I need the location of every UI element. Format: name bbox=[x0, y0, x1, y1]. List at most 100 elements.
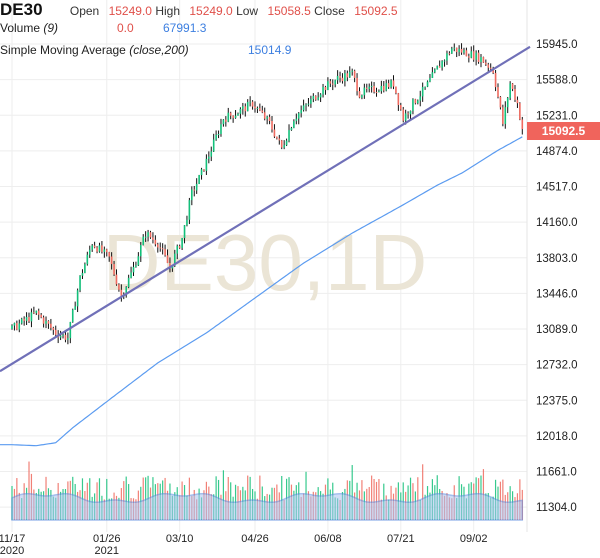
bar-body bbox=[358, 91, 361, 98]
bar-body bbox=[336, 75, 339, 81]
x-tick-label: 03/10 bbox=[166, 533, 194, 545]
bar-body bbox=[460, 48, 463, 53]
bar-body bbox=[144, 236, 147, 238]
bar-body bbox=[183, 225, 186, 239]
bar-body bbox=[142, 236, 145, 245]
bar-body bbox=[227, 112, 230, 122]
volume-legend: Volume (9) 0.0 67991.3 bbox=[0, 21, 206, 35]
bar-body bbox=[499, 96, 502, 108]
bar-body bbox=[225, 119, 227, 122]
y-tick-label: 12018.0 bbox=[536, 431, 578, 443]
watermark: DE30,1D bbox=[103, 218, 428, 307]
bar-body bbox=[370, 85, 373, 87]
bar-body bbox=[492, 68, 494, 73]
bar-body bbox=[373, 85, 375, 92]
bar-body bbox=[242, 106, 244, 109]
bar-body bbox=[74, 306, 76, 310]
bar-body bbox=[368, 86, 371, 90]
sma-param: (close,200) bbox=[129, 43, 189, 57]
open-label: Open bbox=[69, 4, 100, 18]
bar-body bbox=[118, 284, 120, 290]
bar-body bbox=[105, 249, 108, 253]
bar-body bbox=[356, 77, 358, 92]
bar-body bbox=[288, 130, 290, 141]
bar-body bbox=[465, 50, 468, 57]
bar-body bbox=[516, 99, 519, 104]
bar-body bbox=[239, 108, 242, 114]
bar-body bbox=[429, 78, 431, 82]
open-value: 15249.0 bbox=[108, 4, 152, 18]
bar-body bbox=[101, 245, 103, 252]
bar-body bbox=[42, 317, 45, 324]
bar-body bbox=[139, 244, 142, 257]
volume-ma-value: 67991.3 bbox=[163, 21, 207, 35]
bar-body bbox=[341, 77, 344, 82]
ohlc-legend: DE30 Open 15249.0 High 15249.0 Low 15058… bbox=[0, 0, 398, 20]
bar-body bbox=[50, 323, 52, 328]
bar-body bbox=[319, 94, 322, 98]
sma-legend: Simple Moving Average (close,200) 15014.… bbox=[0, 43, 291, 57]
bar-body bbox=[497, 87, 499, 97]
bar-body bbox=[489, 67, 492, 69]
bar-body bbox=[502, 107, 504, 124]
bar-body bbox=[268, 116, 271, 121]
bar-body bbox=[506, 97, 509, 108]
bar-body bbox=[237, 113, 239, 116]
bar-body bbox=[208, 156, 210, 159]
bar-body bbox=[300, 110, 302, 114]
bar-body bbox=[81, 272, 84, 276]
bar-body bbox=[448, 53, 451, 55]
bar-body bbox=[451, 48, 453, 54]
bar-body bbox=[159, 247, 162, 249]
y-tick-label: 13803.0 bbox=[536, 253, 578, 265]
bar-body bbox=[434, 69, 436, 73]
bar-body bbox=[283, 145, 285, 148]
y-tick-label: 14517.0 bbox=[536, 182, 578, 194]
bar-body bbox=[76, 290, 79, 307]
y-tick-label: 15945.0 bbox=[536, 39, 578, 51]
bar-body bbox=[470, 51, 473, 58]
bar-body bbox=[521, 119, 524, 130]
bar-body bbox=[509, 83, 511, 98]
bar-body bbox=[480, 57, 482, 62]
x-tick-label: 01/26 bbox=[93, 533, 121, 545]
bar-body bbox=[59, 335, 62, 338]
bar-body bbox=[463, 50, 465, 53]
x-tick-label: 07/21 bbox=[387, 533, 415, 545]
bar-body bbox=[222, 119, 225, 125]
bar-body bbox=[79, 275, 81, 291]
bar-body bbox=[297, 113, 300, 119]
bar-body bbox=[363, 87, 366, 96]
x-tick-label: 11/17 bbox=[0, 533, 25, 545]
bar-body bbox=[455, 47, 458, 53]
bar-body bbox=[504, 107, 507, 124]
bar-body bbox=[176, 245, 179, 254]
bar-body bbox=[324, 86, 327, 91]
bar-body bbox=[404, 113, 407, 121]
bar-body bbox=[387, 83, 390, 88]
bar-body bbox=[205, 158, 208, 171]
bar-body bbox=[84, 264, 86, 273]
bar-body bbox=[103, 249, 106, 252]
bar-body bbox=[23, 318, 25, 321]
bar-body bbox=[402, 109, 405, 121]
bar-body bbox=[331, 83, 334, 85]
bar-body bbox=[125, 287, 128, 295]
bar-body bbox=[37, 310, 40, 315]
x-tick-label: 06/08 bbox=[314, 533, 342, 545]
bar-body bbox=[54, 329, 57, 335]
bar-body bbox=[120, 289, 123, 296]
y-tick-label: 15231.0 bbox=[536, 110, 578, 122]
bar-body bbox=[113, 264, 115, 275]
bar-body bbox=[200, 169, 203, 176]
y-tick-label: 12732.0 bbox=[536, 360, 578, 372]
bar-body bbox=[108, 252, 110, 257]
bar-body bbox=[477, 52, 480, 62]
bar-body bbox=[13, 323, 16, 326]
bar-body bbox=[494, 72, 497, 88]
bar-body bbox=[234, 115, 237, 118]
high-value: 15249.0 bbox=[189, 4, 233, 18]
bar-body bbox=[178, 245, 181, 248]
